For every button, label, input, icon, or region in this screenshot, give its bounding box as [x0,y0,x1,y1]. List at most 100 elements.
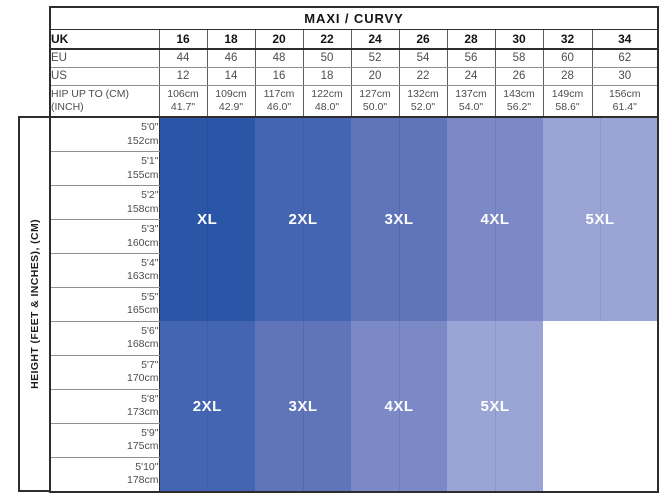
height-ft: 5'6" [141,324,159,337]
uk-size-cell: 20 [254,29,303,50]
eu-size-cell: 62 [591,49,659,68]
eu-size-cell: 50 [302,49,351,68]
height-cell: 5'2" 158cm [50,185,160,221]
hip-inch: 50.0" [362,100,388,113]
hip-cm: 132cm [407,87,439,100]
height-ft: 5'4" [141,256,159,269]
hip-label-line1: HIP UP TO (CM) [51,88,129,101]
height-cm: 163cm [126,270,159,283]
height-cell: 5'6" 168cm [50,321,160,356]
height-ft: 5'1" [141,154,159,167]
uk-size-cell: 34 [591,29,659,50]
height-row: 5'4" 163cm [50,253,658,288]
hip-inch: 61.4" [612,100,637,113]
hip-cell: 149cm 58.6" [542,85,592,118]
height-ft: 5'3" [141,222,159,235]
height-cm: 155cm [126,168,159,181]
height-row: 5'10" 178cm [50,457,658,493]
height-cm: 168cm [126,338,159,351]
hip-cell: 143cm 56.2" [494,85,543,118]
uk-size-cell: 26 [398,29,447,50]
height-ft: 5'0" [141,120,159,133]
title-row: MAXI / CURVY [50,7,659,30]
us-size-cell: 30 [591,67,659,86]
height-ft: 5'5" [141,290,159,303]
size-block-xl: XL [159,117,255,322]
height-cm: 165cm [126,304,159,317]
hip-cell: 109cm 42.9" [206,85,255,118]
height-cell: 5'3" 160cm [50,219,160,254]
height-cell: 5'8" 173cm [50,389,160,424]
height-row: 5'2" 158cm [50,185,658,221]
hip-cell: 156cm 61.4" [591,85,659,118]
size-block-5xl: 5XL [447,321,543,492]
hip-cm: 122cm [311,87,343,100]
eu-size-cell: 60 [542,49,592,68]
height-row: 5'8" 173cm [50,389,658,424]
height-cell: 5'4" 163cm [50,253,160,288]
size-block-3xl: 3XL [255,321,351,492]
size-block-4xl: 4XL [351,321,447,492]
chart-title: MAXI / CURVY [50,7,659,30]
hip-inch: 42.9" [218,100,244,113]
hip-cell: 122cm 48.0" [302,85,351,118]
eu-size-cell: 58 [494,49,543,68]
height-cm: 175cm [126,440,159,453]
size-block-4xl: 4XL [447,117,543,322]
us-size-cell: 16 [254,67,303,86]
uk-size-cell: 16 [158,29,207,50]
hip-cell: 127cm 50.0" [350,85,399,118]
us-size-cell: 20 [350,67,399,86]
hip-inch: 58.6" [555,100,580,113]
uk-size-cell: 28 [446,29,495,50]
hip-label-line2: (INCH) [51,100,84,113]
height-row: 5'6" 168cm 2XL 3XL 4XL 5XL [50,321,659,492]
uk-size-cell: 30 [494,29,543,50]
height-row: 5'5" 165cm [50,287,658,322]
hip-cm: 117cm [263,87,295,100]
height-ft: 5'2" [141,188,159,201]
hip-inch: 54.0" [458,100,484,113]
hip-cell: 137cm 54.0" [446,85,495,118]
uk-size-cell: 22 [302,29,351,50]
eu-size-cell: 46 [206,49,255,68]
uk-size-cell: 32 [542,29,592,50]
hip-cm: 156cm [609,87,641,100]
us-size-cell: 24 [446,67,495,86]
size-block-2xl: 2XL [159,321,255,492]
height-cell: 5'0" 152cm [50,117,160,153]
hip-cell: 132cm 52.0" [398,85,447,118]
us-size-cell: 26 [494,67,543,86]
height-ft: 5'8" [141,392,159,405]
height-axis-strip: HEIGHT (FEET & INCHES), (CM) [18,116,51,492]
height-cell: 5'9" 175cm [50,423,160,458]
hip-cm: 106cm [167,87,199,100]
size-block-empty [543,321,659,492]
height-row: 5'1" 155cm [50,151,658,187]
height-cm: 173cm [126,406,159,419]
us-size-cell: 28 [542,67,592,86]
uk-size-cell: 18 [206,29,255,50]
hip-inch: 52.0" [410,100,436,113]
eu-row-label: EU [50,49,159,68]
size-block-3xl: 3XL [351,117,447,322]
size-block-5xl: 5XL [543,117,659,322]
eu-sizes-row: EU 44 46 48 50 52 54 56 58 60 62 [50,49,659,68]
height-cm: 160cm [126,236,159,249]
size-block-2xl: 2XL [255,117,351,322]
hip-cm: 149cm [551,87,584,100]
hip-row-label: HIP UP TO (CM) (INCH) [50,85,159,118]
uk-row-label: UK [50,29,159,50]
hip-inch: 48.0" [314,100,340,113]
hip-cm: 143cm [503,87,535,100]
hip-inch: 41.7" [170,100,196,113]
uk-size-cell: 24 [350,29,399,50]
us-sizes-row: US 12 14 16 18 20 22 24 26 28 30 [50,67,659,86]
height-cell: 5'10" 178cm [50,457,160,493]
height-cm: 152cm [126,134,159,147]
eu-size-cell: 54 [398,49,447,68]
height-ft: 5'9" [141,426,159,439]
eu-size-cell: 56 [446,49,495,68]
hip-inch: 46.0" [266,100,292,113]
